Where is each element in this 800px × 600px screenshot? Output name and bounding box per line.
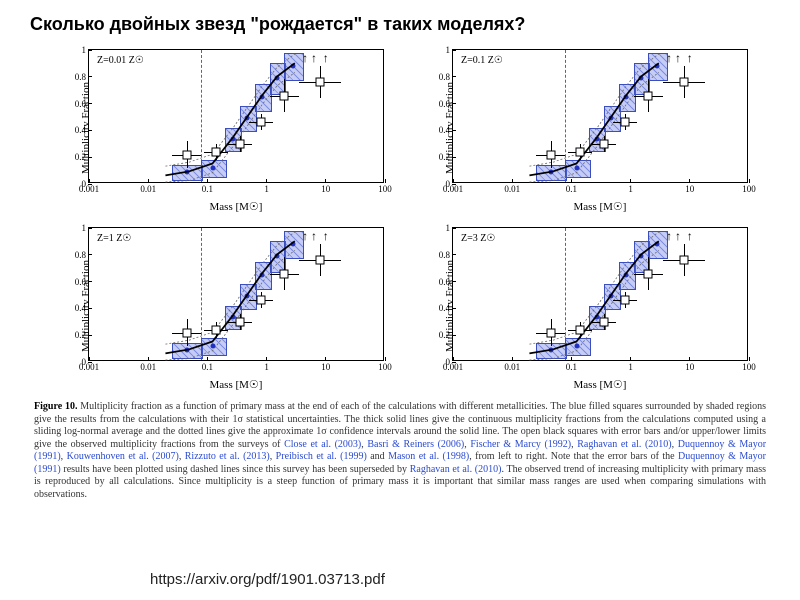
plot-area: 00.20.40.60.810.0010.010.1110100↑↑↑Z=0.1… xyxy=(452,49,748,183)
lower-limit-arrow-icon: ↑ xyxy=(302,51,308,65)
obs-point xyxy=(679,78,688,87)
metallicity-label: Z=1 Z☉ xyxy=(97,233,131,244)
caption-cite: Close et al. (2003) xyxy=(284,439,361,450)
obs-point xyxy=(679,256,688,265)
line-layer xyxy=(453,228,747,360)
x-axis-label: Mass [M☉] xyxy=(452,200,748,213)
lower-limit-arrow-icon: ↑ xyxy=(675,51,681,65)
panels-grid: Multiplicity FractionMass [M☉]00.20.40.6… xyxy=(40,43,760,391)
obs-point xyxy=(235,317,244,326)
caption-cite: Preibisch et al. (1999) xyxy=(276,451,367,462)
obs-point xyxy=(212,325,221,334)
obs-point xyxy=(280,269,289,278)
caption-body3: results have been plotted using dashed l… xyxy=(61,464,410,475)
caption-body2: , from left to right. Note that the erro… xyxy=(469,451,678,462)
figure-caption: Figure 10. Multiplicity fraction as a fu… xyxy=(34,401,766,501)
lower-limit-arrow-icon: ↑ xyxy=(666,51,672,65)
caption-cite: Mason et al. (1998) xyxy=(388,451,469,462)
lower-limit-arrow-icon: ↑ xyxy=(687,51,693,65)
obs-point xyxy=(599,317,608,326)
slide-root: { "title": "Сколько двойных звезд \"рожд… xyxy=(0,0,800,600)
panel-br: Multiplicity FractionMass [M☉]00.20.40.6… xyxy=(404,221,754,391)
plot-area: 00.20.40.60.810.0010.010.1110100↑↑↑Z=0.0… xyxy=(88,49,384,183)
caption-cite: Kouwenhoven et al. (2007) xyxy=(67,451,179,462)
obs-point xyxy=(182,150,191,159)
lower-limit-arrow-icon: ↑ xyxy=(323,51,329,65)
caption-cite: Fischer & Marcy (1992) xyxy=(470,439,571,450)
lower-limit-arrow-icon: ↑ xyxy=(302,229,308,243)
metallicity-label: Z=0.1 Z☉ xyxy=(461,55,503,66)
panel-tr: Multiplicity FractionMass [M☉]00.20.40.6… xyxy=(404,43,754,213)
x-axis-label: Mass [M☉] xyxy=(452,378,748,391)
obs-point xyxy=(599,139,608,148)
caption-cite: Basri & Reiners (2006) xyxy=(367,439,464,450)
caption-cite: Raghavan et al. (2010) xyxy=(577,439,671,450)
lower-limit-arrow-icon: ↑ xyxy=(675,229,681,243)
lower-limit-arrow-icon: ↑ xyxy=(687,229,693,243)
obs-point xyxy=(256,118,265,127)
obs-point xyxy=(546,328,555,337)
obs-point xyxy=(315,78,324,87)
caption-figlabel: Figure 10. xyxy=(34,401,77,412)
obs-point xyxy=(212,147,221,156)
plot-area: 00.20.40.60.810.0010.010.1110100↑↑↑Z=1 Z… xyxy=(88,227,384,361)
obs-point xyxy=(576,325,585,334)
panel-bl: Multiplicity FractionMass [M☉]00.20.40.6… xyxy=(40,221,390,391)
caption-cite: Rizzuto et al. (2013) xyxy=(185,451,270,462)
x-axis-label: Mass [M☉] xyxy=(88,200,384,213)
lower-limit-arrow-icon: ↑ xyxy=(311,229,317,243)
obs-point xyxy=(576,147,585,156)
obs-point xyxy=(182,328,191,337)
metallicity-label: Z=0.01 Z☉ xyxy=(97,55,144,66)
obs-point xyxy=(546,150,555,159)
obs-point xyxy=(235,139,244,148)
plot-area: 00.20.40.60.810.0010.010.1110100↑↑↑Z=3 Z… xyxy=(452,227,748,361)
x-axis-label: Mass [M☉] xyxy=(88,378,384,391)
metallicity-label: Z=3 Z☉ xyxy=(461,233,495,244)
obs-point xyxy=(280,91,289,100)
obs-point xyxy=(644,91,653,100)
lower-limit-arrow-icon: ↑ xyxy=(666,229,672,243)
slide-title: Сколько двойных звезд "рождается" в таки… xyxy=(30,14,774,35)
lower-limit-arrow-icon: ↑ xyxy=(311,51,317,65)
obs-point xyxy=(256,296,265,305)
line-layer xyxy=(89,228,383,360)
line-layer xyxy=(453,50,747,182)
line-layer xyxy=(89,50,383,182)
source-url: https://arxiv.org/pdf/1901.03713.pdf xyxy=(150,571,385,588)
lower-limit-arrow-icon: ↑ xyxy=(323,229,329,243)
obs-point xyxy=(315,256,324,265)
obs-point xyxy=(620,296,629,305)
obs-point xyxy=(620,118,629,127)
obs-point xyxy=(644,269,653,278)
caption-cite: Raghavan et al. (2010) xyxy=(410,464,502,475)
panel-tl: Multiplicity FractionMass [M☉]00.20.40.6… xyxy=(40,43,390,213)
